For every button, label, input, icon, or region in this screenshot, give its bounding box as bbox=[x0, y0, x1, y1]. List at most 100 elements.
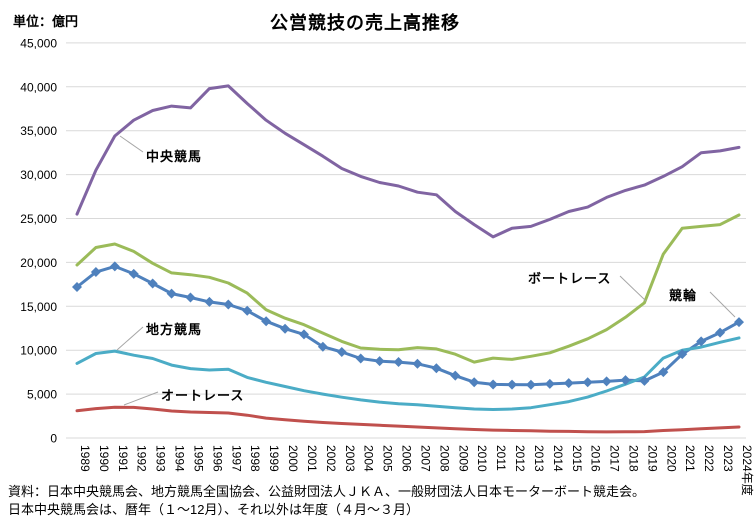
diamond-marker bbox=[601, 376, 612, 387]
x-tick-label: 2000 bbox=[286, 445, 300, 472]
x-tick-label: 2017 bbox=[608, 445, 622, 472]
diamond-marker bbox=[261, 316, 272, 327]
diamond-marker bbox=[374, 356, 385, 367]
y-tick-label: 0 bbox=[50, 432, 57, 446]
x-tick-label: 2016 bbox=[589, 445, 603, 472]
x-tick-label: 2024年度 bbox=[740, 445, 755, 496]
series-line bbox=[75, 336, 741, 411]
y-tick-label: 35,000 bbox=[20, 124, 57, 138]
diamond-marker bbox=[166, 288, 177, 299]
callout-line bbox=[123, 391, 159, 406]
y-tick-label: 25,000 bbox=[20, 212, 57, 226]
diamond-marker bbox=[715, 327, 726, 338]
x-tick-label: 2007 bbox=[418, 445, 432, 472]
y-tick-label: 30,000 bbox=[20, 168, 57, 182]
x-tick-label: 1990 bbox=[97, 445, 111, 472]
x-tick-label: 2001 bbox=[305, 445, 319, 472]
source-footnote-line1: 資料：日本中央競馬会、地方競馬全国協会、公益財団法人ＪＫＡ、一般財団法人日本モー… bbox=[8, 484, 646, 499]
x-tick-label: 1991 bbox=[116, 445, 130, 472]
diamond-marker bbox=[507, 379, 518, 390]
diamond-marker bbox=[72, 281, 82, 292]
diamond-marker bbox=[677, 349, 688, 360]
series-line bbox=[75, 213, 741, 364]
diamond-marker bbox=[109, 261, 120, 272]
y-tick-label: 20,000 bbox=[20, 256, 57, 270]
series-label-keirin: 競輪 bbox=[669, 288, 698, 303]
diamond-marker bbox=[563, 378, 574, 389]
x-tick-label: 1993 bbox=[154, 445, 168, 472]
diamond-marker bbox=[298, 329, 309, 340]
series-line bbox=[75, 84, 741, 239]
x-tick-label: 1997 bbox=[229, 445, 243, 472]
x-tick-label: 2004 bbox=[362, 445, 376, 472]
diamond-marker bbox=[185, 292, 196, 303]
source-footnote: 資料：日本中央競馬会、地方競馬全国協会、公益財団法人ＪＫＡ、一般財団法人日本モー… bbox=[8, 483, 645, 519]
callout-line bbox=[116, 326, 144, 351]
diamond-marker bbox=[412, 358, 423, 369]
diamond-marker bbox=[336, 346, 347, 357]
x-tick-label: 2014 bbox=[551, 445, 565, 472]
x-tick-label: 1999 bbox=[267, 445, 281, 472]
diamond-marker bbox=[128, 268, 139, 279]
x-tick-label: 1992 bbox=[135, 445, 149, 472]
diamond-marker bbox=[90, 267, 101, 278]
x-tick-label: 2008 bbox=[437, 445, 451, 472]
y-tick-label: 45,000 bbox=[20, 36, 57, 50]
x-tick-label: 2010 bbox=[475, 445, 489, 472]
diamond-marker bbox=[620, 375, 631, 386]
y-tick-label: 10,000 bbox=[20, 344, 57, 358]
x-tick-label: 2012 bbox=[513, 445, 527, 472]
diamond-marker bbox=[431, 363, 442, 374]
diamond-marker bbox=[393, 357, 404, 368]
chart-title: 公営競技の売上高推移 bbox=[270, 13, 460, 33]
y-tick-label: 5,000 bbox=[27, 388, 57, 402]
series-label-auto-race: オートレース bbox=[161, 388, 245, 403]
x-tick-label: 1995 bbox=[191, 445, 205, 472]
diamond-marker bbox=[147, 278, 158, 289]
diamond-marker bbox=[582, 377, 593, 388]
diamond-marker bbox=[223, 299, 234, 310]
x-tick-label: 2020 bbox=[664, 445, 678, 472]
diamond-marker bbox=[204, 296, 215, 307]
x-tick-label: 1994 bbox=[173, 445, 187, 472]
y-tick-label: 15,000 bbox=[20, 300, 57, 314]
callout-line bbox=[119, 135, 144, 153]
unit-label: 単位：億円 bbox=[13, 14, 79, 29]
x-tick-label: 1989 bbox=[78, 445, 92, 472]
diamond-marker bbox=[639, 375, 650, 386]
x-tick-label: 2002 bbox=[324, 445, 338, 472]
series-label-boat-race: ボートレース bbox=[528, 271, 612, 286]
diamond-marker bbox=[317, 341, 328, 352]
x-tick-label: 2003 bbox=[343, 445, 357, 472]
diamond-marker bbox=[733, 317, 744, 328]
x-tick-label: 2015 bbox=[570, 445, 584, 472]
source-footnote-line2: 日本中央競馬会は、暦年（１～12月）、それ以外は年度（４月～３月） bbox=[8, 502, 419, 517]
y-tick-label: 40,000 bbox=[20, 80, 57, 94]
x-tick-label: 2006 bbox=[400, 445, 414, 472]
diamond-marker bbox=[450, 370, 461, 381]
x-tick-label: 2009 bbox=[456, 445, 470, 472]
x-tick-label: 2021 bbox=[683, 445, 697, 472]
callout-line bbox=[709, 291, 736, 318]
diamond-marker bbox=[525, 379, 536, 390]
x-tick-label: 1996 bbox=[210, 445, 224, 472]
diamond-marker bbox=[488, 379, 499, 390]
x-tick-label: 2018 bbox=[627, 445, 641, 472]
diamond-marker bbox=[544, 378, 555, 389]
x-tick-label: 2023 bbox=[721, 445, 735, 472]
series-line bbox=[75, 405, 741, 434]
diamond-marker bbox=[658, 367, 669, 378]
diamond-marker bbox=[469, 377, 480, 388]
diamond-marker bbox=[696, 336, 707, 347]
diamond-marker bbox=[242, 305, 253, 316]
callout-line bbox=[619, 275, 647, 302]
x-tick-label: 2019 bbox=[645, 445, 659, 472]
x-tick-label: 2013 bbox=[532, 445, 546, 472]
series-label-chuo-keiba: 中央競馬 bbox=[146, 149, 203, 164]
x-tick-label: 2005 bbox=[381, 445, 395, 472]
x-tick-label: 1998 bbox=[248, 445, 262, 472]
x-tick-label: 2011 bbox=[494, 445, 508, 471]
x-tick-label: 2022 bbox=[702, 445, 716, 472]
